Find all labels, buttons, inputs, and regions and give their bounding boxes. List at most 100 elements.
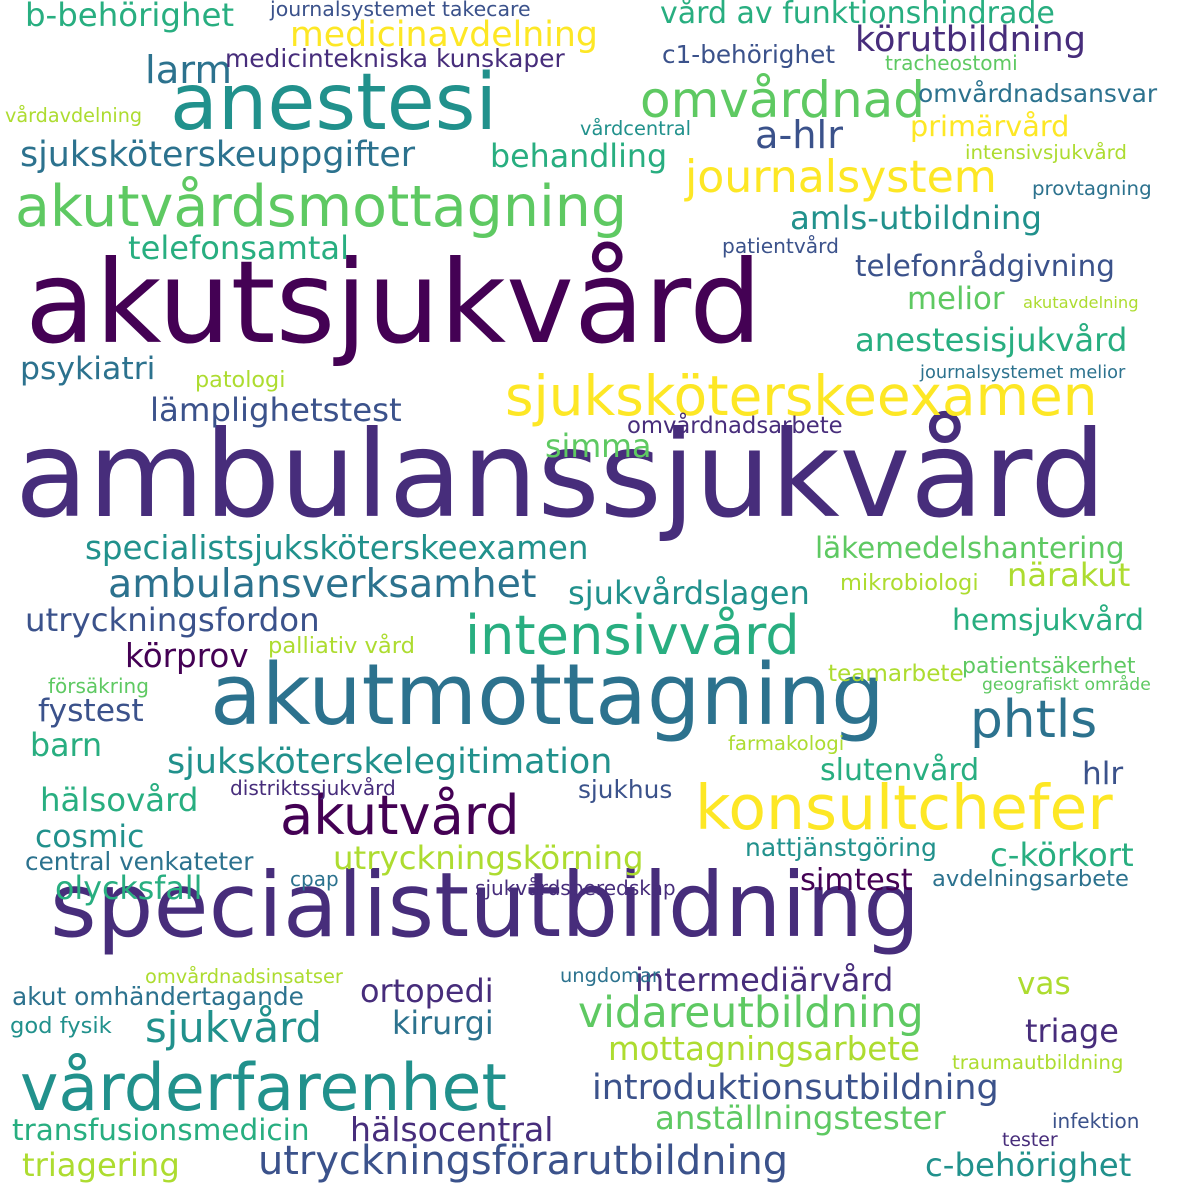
word: omvårdnadsinsatser	[145, 965, 343, 989]
word: cpap	[290, 867, 339, 891]
word: slutenvård	[820, 753, 980, 788]
word: a-hlr	[755, 113, 843, 159]
word: triagering	[22, 1145, 180, 1184]
word: telefonrådgivning	[855, 249, 1115, 284]
word: konsultchefer	[695, 771, 1113, 844]
word: intensivsjukvård	[965, 141, 1127, 165]
word: larm	[145, 48, 232, 94]
word: kirurgi	[392, 1005, 494, 1042]
word: omvårdnadsansvar	[918, 79, 1158, 109]
word: distriktssjukvård	[230, 775, 396, 800]
word: teamarbete	[828, 661, 964, 688]
word: vård av funktionshindrade	[660, 0, 1055, 31]
word: försäkring	[48, 674, 149, 698]
word: cosmic	[35, 818, 145, 855]
word: medicinavdelning	[290, 15, 598, 56]
word: c-behörighet	[925, 1145, 1132, 1184]
word: farmakologi	[728, 732, 845, 756]
word: hälsovård	[40, 780, 199, 819]
word: traumautbildning	[952, 1051, 1124, 1075]
word: triage	[1025, 1011, 1119, 1050]
word: journalsystemet takecare	[270, 0, 531, 21]
word: telefonsamtal	[128, 228, 349, 267]
word: utryckningskörning	[333, 838, 644, 877]
word: lämplighetstest	[150, 390, 402, 429]
word: patologi	[195, 366, 286, 393]
word: vas	[1017, 965, 1071, 1002]
word: journalsystem	[685, 152, 997, 204]
word: psykiatri	[20, 350, 156, 387]
word: ambulansverksamhet	[108, 561, 537, 608]
word: omvårdnadsarbete	[627, 413, 843, 440]
word: nattjänstgöring	[745, 833, 937, 862]
word: körprov	[125, 637, 249, 676]
word: c1-behörighet	[662, 40, 835, 70]
word: akutvårdsmottagning	[15, 173, 628, 240]
word: ortopedi	[360, 971, 494, 1010]
word: akut omhändertagande	[12, 982, 304, 1012]
word: akutmottagning	[210, 646, 885, 745]
word: vårdcentral	[580, 117, 692, 141]
word: omvårdnad	[640, 71, 926, 129]
word: läkemedelshantering	[815, 531, 1125, 566]
word: avdelningsarbete	[932, 866, 1129, 893]
word: akutvård	[280, 784, 520, 848]
word: god fysik	[10, 1013, 112, 1040]
word: provtagning	[1032, 177, 1152, 201]
word: sjukvårdslagen	[568, 573, 810, 612]
word: tester	[1002, 1129, 1058, 1152]
word: specialistsjuksköterskeexamen	[85, 528, 589, 567]
word: akutsjukvård	[25, 237, 763, 371]
word: infektion	[1052, 1109, 1140, 1133]
word: simtest	[800, 862, 913, 898]
word: utryckningsförarutbildning	[258, 1138, 789, 1185]
word: intensivvård	[465, 604, 800, 668]
word: journalsystemet melior	[920, 362, 1126, 384]
word: barn	[30, 727, 103, 764]
word: hälsocentral	[350, 1110, 554, 1150]
word: vårdavdelning	[5, 104, 143, 128]
word: tracheostomi	[885, 50, 1018, 75]
word: sjukvård	[145, 1002, 322, 1052]
word: behandling	[490, 138, 668, 175]
word: sjuksköterskelegitimation	[167, 742, 613, 783]
word: olycksfall	[55, 870, 203, 907]
word: anestesisjukvård	[855, 320, 1128, 359]
word: geografiskt område	[982, 674, 1151, 695]
word: ambulanssjukvård	[15, 406, 1107, 546]
word: intermediärvård	[635, 960, 894, 999]
word: b-behörighet	[25, 0, 235, 34]
word: sjukvårdsberedskap	[475, 875, 676, 900]
word: körutbildning	[855, 20, 1086, 60]
word: phtls	[970, 689, 1098, 750]
word: ungdomar	[560, 964, 660, 988]
word: palliativ vård	[268, 633, 416, 660]
word: transfusionsmedicin	[12, 1113, 310, 1148]
word: central venkateter	[25, 847, 254, 877]
word: sjukhus	[578, 775, 673, 805]
word: patientvård	[722, 233, 839, 258]
word: c-körkort	[990, 835, 1134, 874]
word: fystest	[38, 692, 144, 729]
word: medicintekniska kunskaper	[225, 44, 565, 74]
word: utryckningsfordon	[25, 600, 320, 639]
word: melior	[907, 280, 1005, 317]
word: sjuksköterskeexamen	[505, 364, 1098, 429]
word: patientsäkerhet	[962, 653, 1136, 679]
word: introduktionsutbildning	[592, 1068, 999, 1108]
word: mottagningsarbete	[608, 1030, 921, 1069]
word: akutavdelning	[1023, 292, 1139, 312]
word: hlr	[1082, 755, 1124, 792]
word: anestesi	[170, 58, 498, 149]
word: sjuksköterskeuppgifter	[20, 135, 416, 176]
word: vårderfarenhet	[20, 1051, 507, 1127]
word: primärvård	[910, 109, 1070, 144]
word: anställningstester	[655, 1098, 946, 1137]
word: närakut	[1007, 555, 1131, 594]
word: mikrobiologi	[840, 569, 979, 596]
word: amls-utbildning	[790, 198, 1042, 237]
word: hemsjukvård	[952, 603, 1145, 639]
word: specialistutbildning	[50, 854, 921, 959]
word: simma	[545, 428, 652, 465]
